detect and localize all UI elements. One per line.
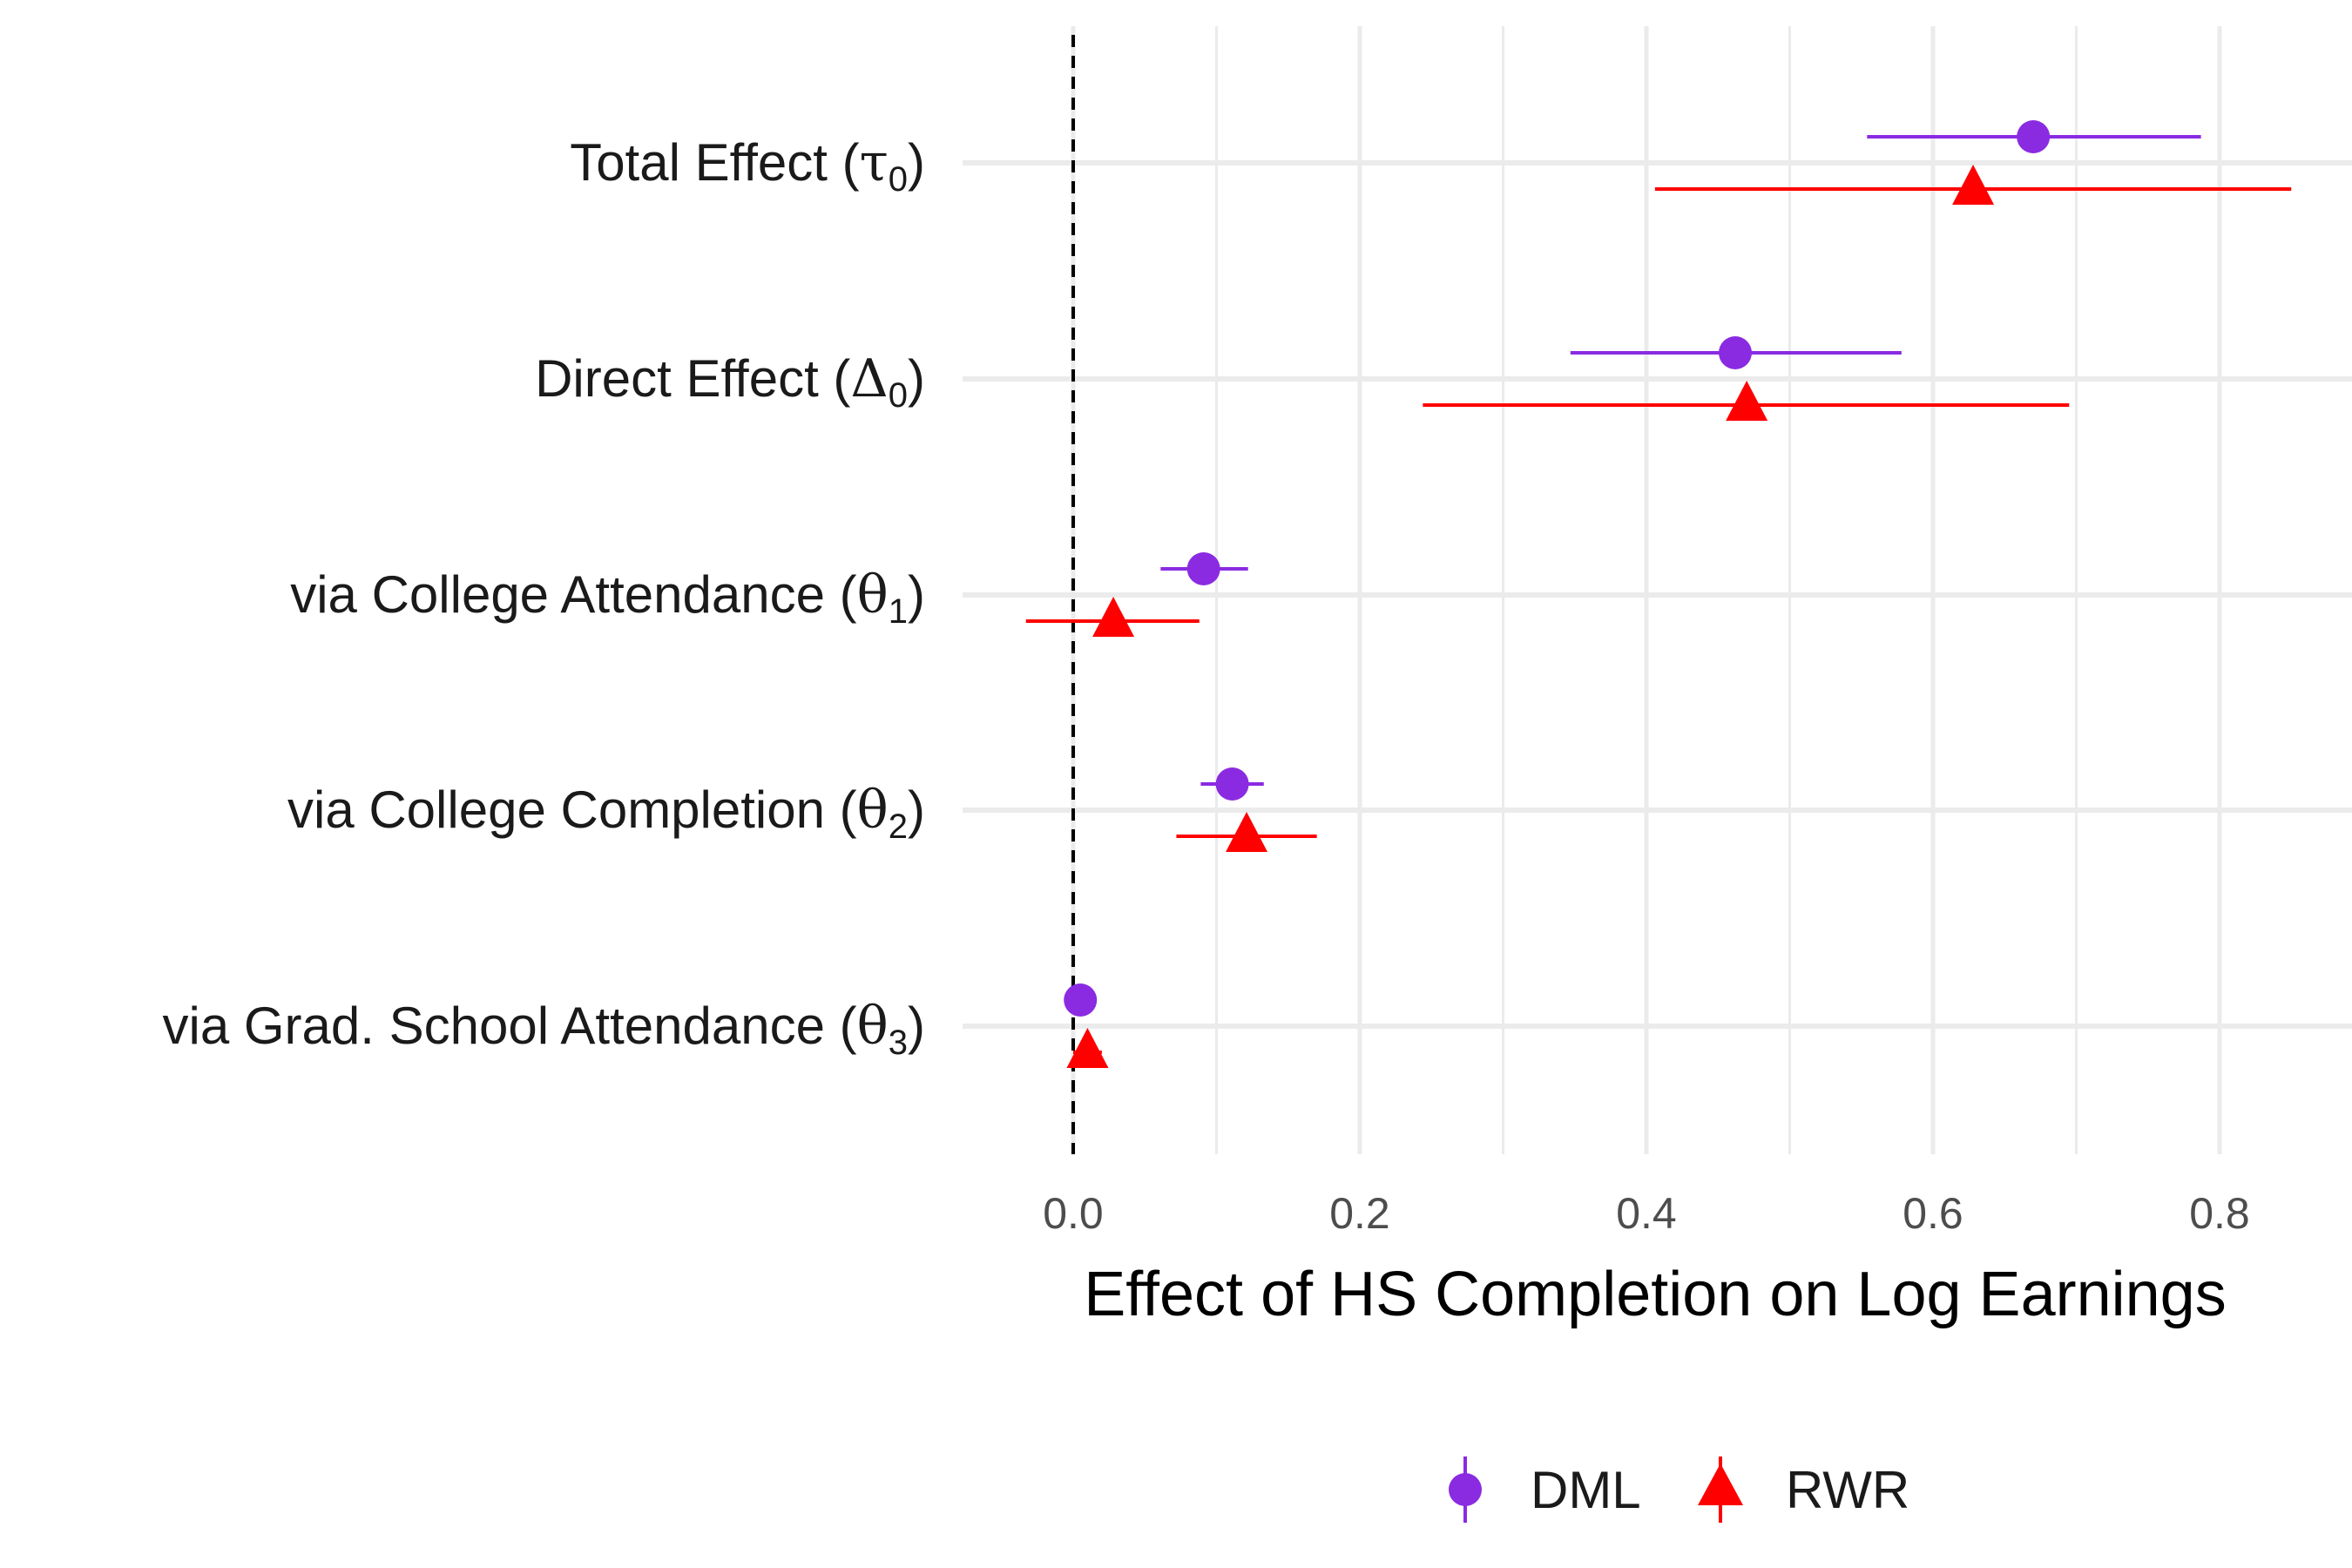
rwr-point [1952,165,1995,205]
rwr-point [1226,812,1268,852]
category-label-subscript: 2 [889,808,908,846]
category-label-text: via College Completion ( [287,781,857,839]
category-label: Direct Effect (Δ0) [535,348,925,415]
category-label-text: via College Attendance ( [290,565,856,624]
dml-point [1215,767,1249,801]
dml-point [2017,120,2051,153]
legend-item-dml: DML [1449,1456,1641,1523]
category-label-close: ) [908,781,925,839]
category-label-subscript: 3 [889,1024,908,1062]
category-label-text: Direct Effect ( [535,349,850,408]
category-label-subscript: 0 [889,160,908,199]
rwr-point [1092,597,1135,637]
category-labels: Total Effect (τ0)Direct Effect (Δ0)via C… [163,132,926,1062]
x-axis-title: Effect of HS Completion on Log Earnings [1084,1260,2226,1329]
category-label: Total Effect (τ0) [570,132,925,199]
category-label-symbol: τ [860,132,889,193]
grid-lines [963,26,2352,1154]
dml-point [1186,552,1220,585]
category-label: via Grad. School Attendance (θ3) [163,996,926,1062]
x-tick-label: 0.4 [1616,1189,1677,1238]
category-label-close: ) [908,565,925,624]
category-label: via College Completion (θ2) [287,780,925,846]
legend-label: RWR [1786,1461,1909,1519]
category-label-symbol: θ [857,996,889,1057]
legend-key-circle [1449,1473,1482,1506]
point-markers [1064,120,2051,1068]
category-label-text: via Grad. School Attendance ( [163,997,857,1055]
rwr-point [1066,1028,1109,1068]
category-label-close: ) [908,997,925,1055]
x-tick-label: 0.6 [1903,1189,1963,1238]
dml-point [1718,336,1752,369]
category-label-symbol: θ [857,780,889,841]
category-label-subscript: 0 [889,376,908,415]
category-label-close: ) [908,349,925,408]
legend-key-triangle [1698,1463,1743,1505]
legend-label: DML [1531,1461,1641,1519]
category-label: via College Attendance (θ1) [290,564,925,631]
legend: DML RWR [1449,1456,1909,1523]
category-label-symbol: Δ [850,348,888,409]
category-label-subscript: 1 [889,592,908,631]
dml-point [1064,983,1098,1017]
category-label-close: ) [908,133,925,192]
category-label-text: Total Effect ( [570,133,859,192]
legend-item-rwr: RWR [1698,1456,1909,1523]
rwr-point [1726,381,1768,421]
x-tick-label: 0.8 [2189,1189,2250,1238]
x-tick-label: 0.2 [1329,1189,1390,1238]
x-tick-labels: 0.0 0.2 0.4 0.6 0.8 [1043,1189,2250,1238]
x-tick-label: 0.0 [1043,1189,1104,1238]
category-label-symbol: θ [857,564,889,625]
